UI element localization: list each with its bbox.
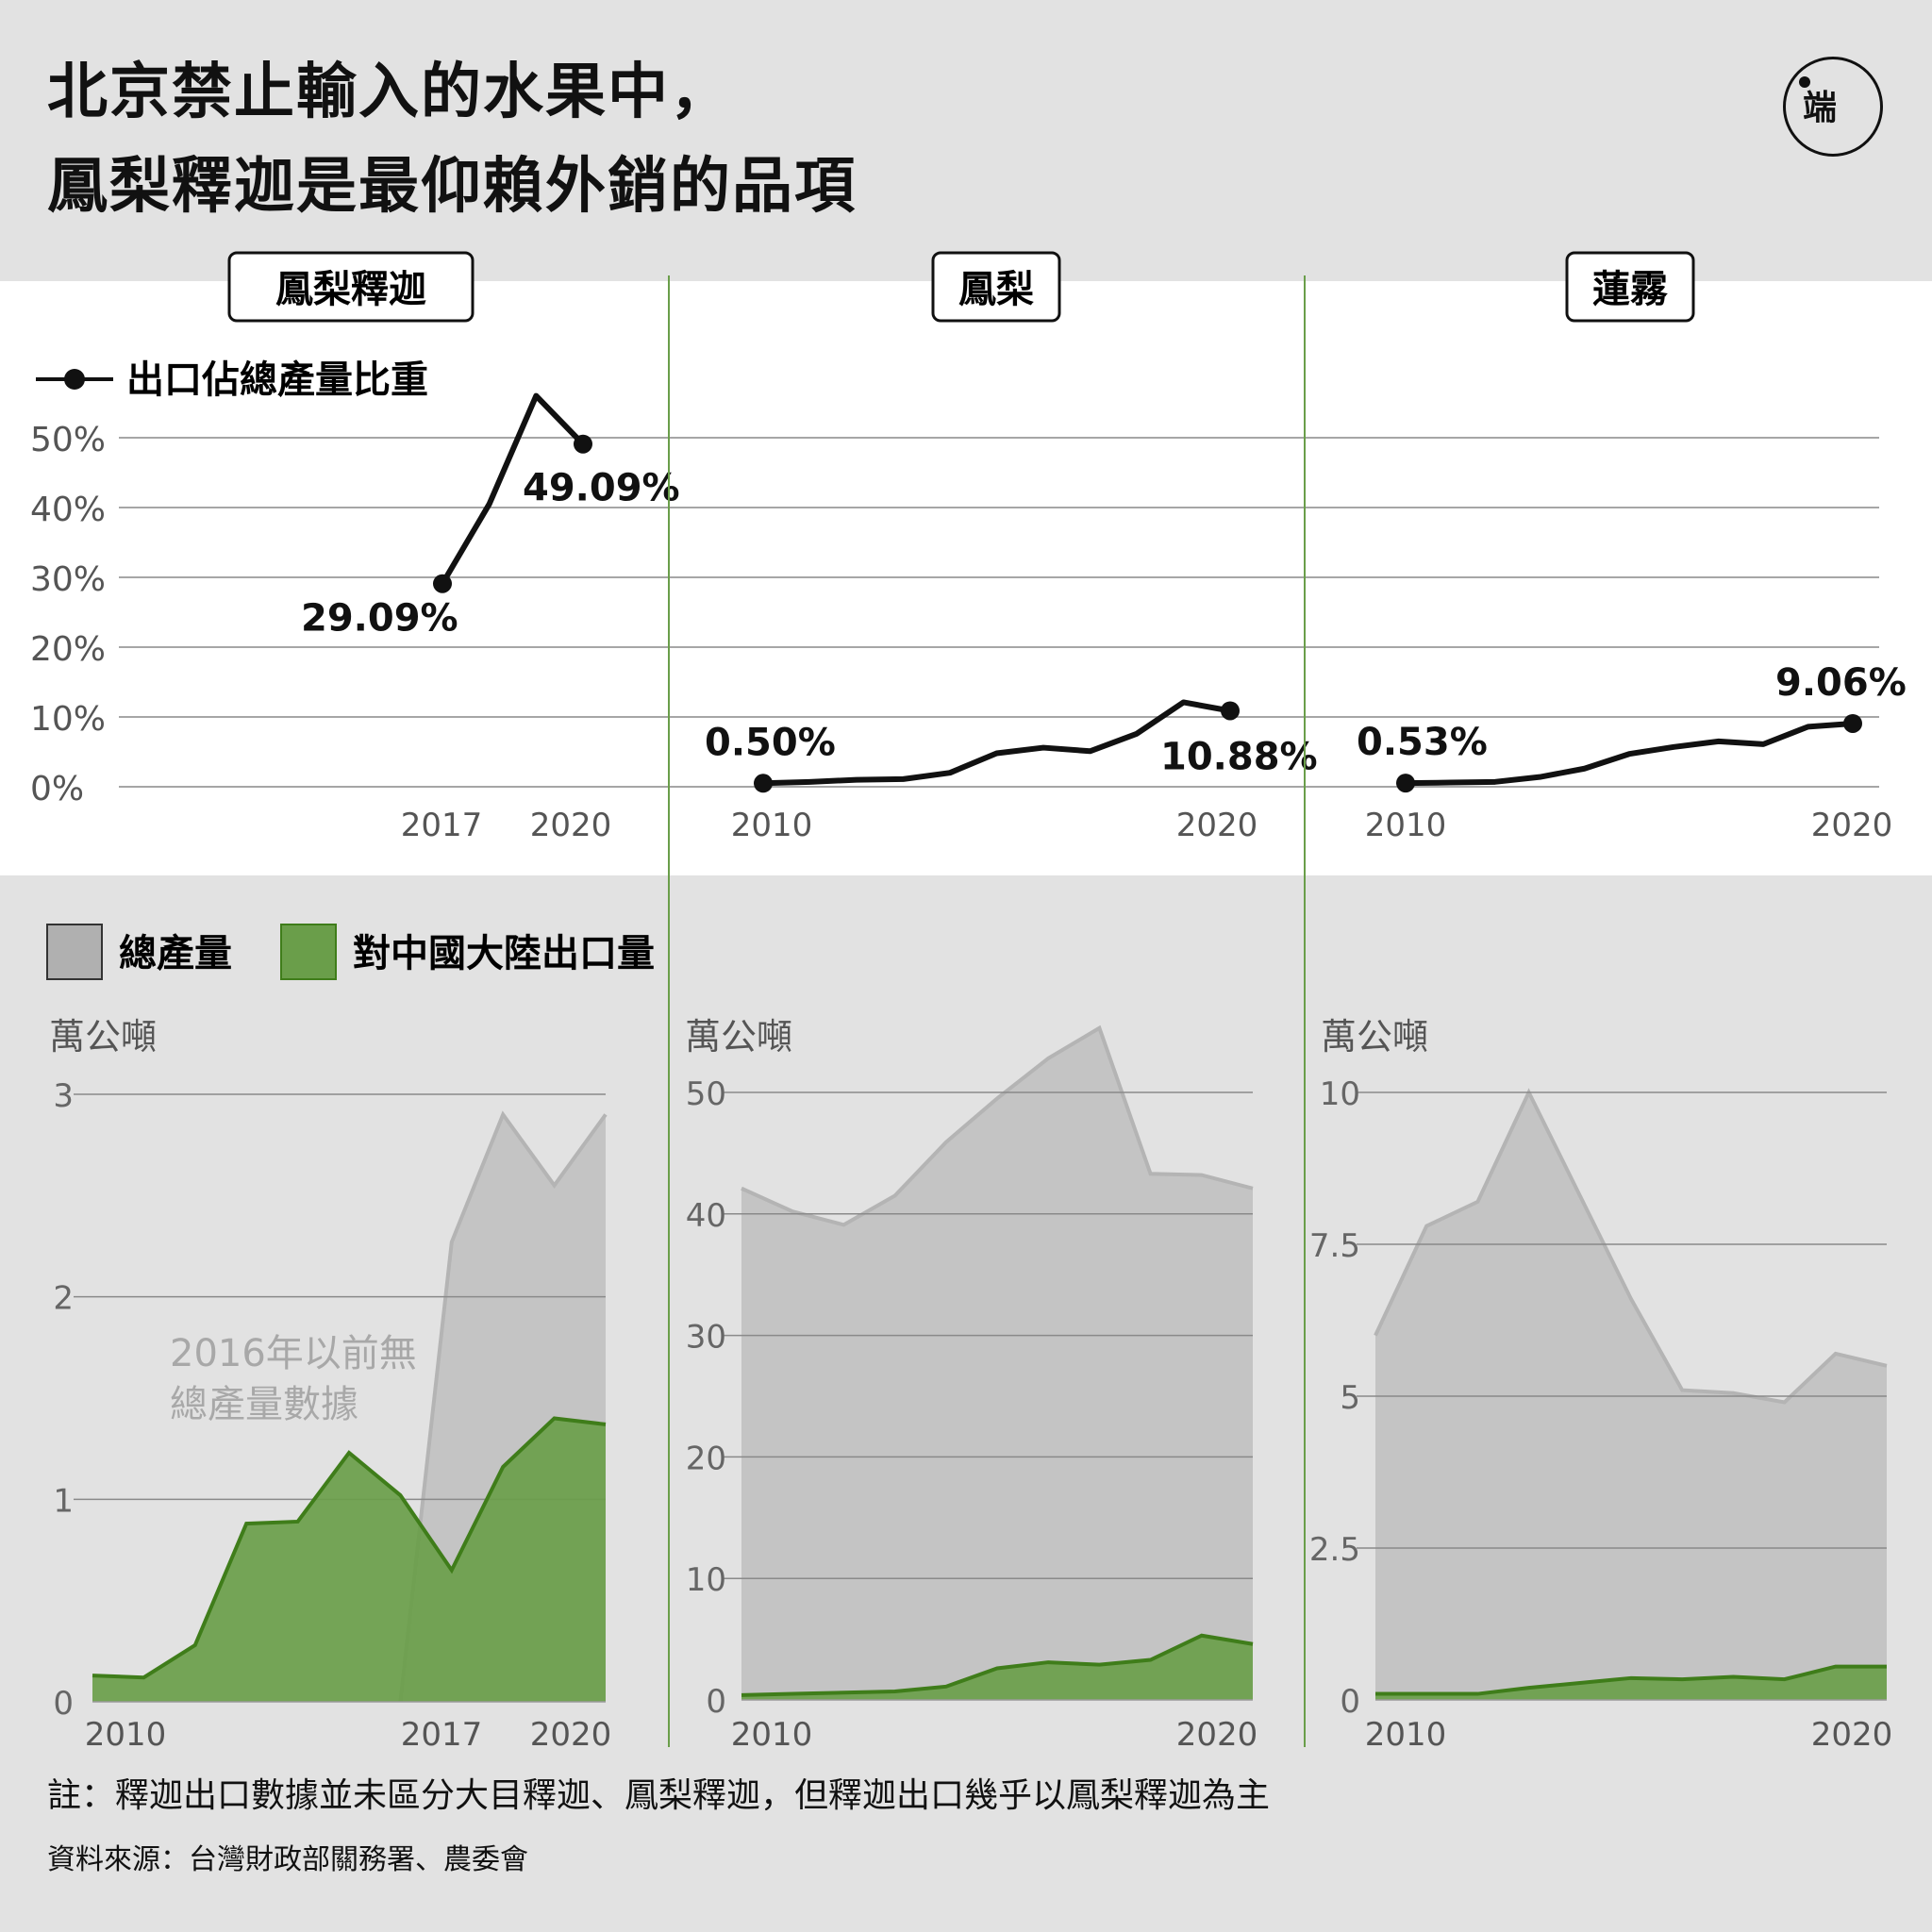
logo-dot [1799, 76, 1810, 88]
total-production-line [741, 1024, 1254, 1227]
area-y-tick-label: 10 [1320, 1075, 1360, 1113]
share-data-label: 49.09% [523, 467, 680, 510]
top-x-tick-label: 2020 [1811, 807, 1893, 844]
area-y-tick-label: 2.5 [1309, 1531, 1360, 1569]
share-data-label: 0.50% [705, 721, 836, 764]
source-text: 資料來源：台灣財政部關務署、農委會 [47, 1843, 528, 1876]
footnotes: 註：釋迦出口數據並未區分大目釋迦、鳳梨釋迦，但釋迦出口幾乎以鳳梨釋迦為主 資料來… [47, 1770, 1270, 1883]
no-data-annotation: 2016年以前無 [170, 1332, 417, 1375]
title-line-1: 北京禁止輸入的水果中， [47, 58, 732, 127]
ratio-legend: 出口佔總產量比重 [36, 358, 428, 402]
top-chart-background [0, 281, 1932, 875]
legend-label-export: 對中國大陸出口量 [353, 932, 655, 975]
page-title: 北京禁止輸入的水果中， 鳳梨釋迦是最仰賴外銷的品項 [47, 45, 857, 234]
top-y-tick-label: 20% [30, 630, 106, 669]
top-y-tick-label: 0% [30, 770, 84, 808]
area-y-tick-label: 40 [686, 1197, 726, 1235]
panel-title-box [931, 251, 1061, 323]
top-x-tick-label: 2010 [731, 807, 813, 844]
y-axis-unit-label: 萬公噸 [685, 1016, 792, 1058]
footnote-text: 註：釋迦出口數據並未區分大目釋迦、鳳梨釋迦，但釋迦出口幾乎以鳳梨釋迦為主 [47, 1776, 1271, 1815]
area-x-tick-label: 2010 [85, 1716, 167, 1754]
share-endpoint-dot [1396, 774, 1415, 793]
panel-title-text: 鳳梨 [958, 268, 1034, 311]
panel-title-wax-apple: 蓮霧 [1565, 251, 1695, 323]
area-y-tick-label: 7.5 [1309, 1227, 1360, 1265]
export-volume-area [92, 1418, 606, 1702]
panel-title-text: 鳳梨釋迦 [275, 268, 426, 311]
panel-title-box [227, 251, 475, 323]
publisher-logo-icon: 端 [1783, 57, 1883, 157]
area-x-tick-label: 2010 [731, 1716, 813, 1754]
total-production-line [398, 1110, 608, 1703]
area-x-tick-label: 2020 [1811, 1716, 1893, 1754]
area-y-tick-label: 30 [686, 1319, 726, 1357]
legend-swatch-total [46, 924, 103, 980]
top-x-tick-label: 2020 [530, 807, 612, 844]
no-data-annotation: 總產量數據 [170, 1383, 358, 1426]
area-y-tick-label: 1 [53, 1482, 74, 1520]
panel-title-text: 蓮霧 [1592, 268, 1668, 311]
panel-title-box [1565, 251, 1695, 323]
share-data-label: 10.88% [1160, 735, 1318, 778]
total-production-area [741, 1027, 1253, 1700]
top-y-tick-label: 40% [30, 491, 106, 529]
ratio-legend-dot [64, 369, 85, 390]
y-axis-unit-label: 萬公噸 [1321, 1016, 1428, 1058]
export-volume-line [92, 1416, 607, 1680]
area-legend: 總產量 對中國大陸出口量 [46, 924, 655, 980]
area-y-tick-label: 20 [686, 1440, 726, 1477]
top-y-tick-label: 30% [30, 560, 106, 599]
area-y-tick-label: 0 [1340, 1683, 1360, 1721]
top-x-tick-label: 2010 [1365, 807, 1447, 844]
share-data-label: 9.06% [1775, 661, 1907, 705]
area-y-tick-label: 10 [686, 1561, 726, 1599]
area-x-tick-label: 2020 [1176, 1716, 1258, 1754]
export-volume-line [741, 1633, 1254, 1697]
share-line [762, 699, 1231, 787]
share-endpoint-dot [1843, 713, 1862, 733]
area-x-tick-label: 2017 [401, 1716, 483, 1754]
top-x-tick-label: 2017 [401, 807, 483, 844]
top-x-tick-label: 2020 [1176, 807, 1258, 844]
area-x-tick-label: 2020 [530, 1716, 612, 1754]
total-production-line [1374, 1088, 1888, 1405]
top-y-tick-label: 10% [30, 700, 106, 739]
plot-layer: 0%10%20%30%40%50%29.09%49.09%2017 20200.5… [30, 392, 1907, 1754]
export-volume-line [1375, 1664, 1887, 1696]
logo-glyph: 端 [1803, 89, 1837, 127]
area-y-tick-label: 0 [706, 1683, 726, 1721]
panel-title-pineapple: 鳳梨 [931, 251, 1061, 323]
panel-title-custard-apple: 鳳梨釋迦 [227, 251, 475, 323]
export-volume-area [741, 1635, 1253, 1700]
share-endpoint-dot [754, 774, 773, 793]
share-line [1405, 720, 1854, 787]
share-data-label: 29.09% [301, 597, 458, 641]
ratio-legend-label: 出口佔總產量比重 [126, 358, 428, 402]
area-y-tick-label: 5 [1340, 1379, 1360, 1417]
area-y-tick-label: 50 [686, 1075, 726, 1113]
share-endpoint-dot [433, 574, 452, 593]
share-endpoint-dot [574, 434, 592, 454]
share-line [440, 392, 586, 586]
share-data-label: 0.53% [1357, 721, 1488, 764]
legend-label-total: 總產量 [119, 932, 232, 975]
area-x-tick-label: 2010 [1365, 1716, 1447, 1754]
share-endpoint-dot [1221, 701, 1240, 721]
area-y-tick-label: 0 [53, 1685, 74, 1723]
y-axis-unit-label: 萬公噸 [49, 1016, 157, 1058]
top-y-tick-label: 50% [30, 421, 106, 459]
area-y-tick-label: 2 [53, 1280, 74, 1318]
title-line-2: 鳳梨釋迦是最仰賴外銷的品項 [47, 152, 857, 222]
area-y-tick-label: 3 [53, 1077, 74, 1115]
legend-swatch-export [280, 924, 337, 980]
